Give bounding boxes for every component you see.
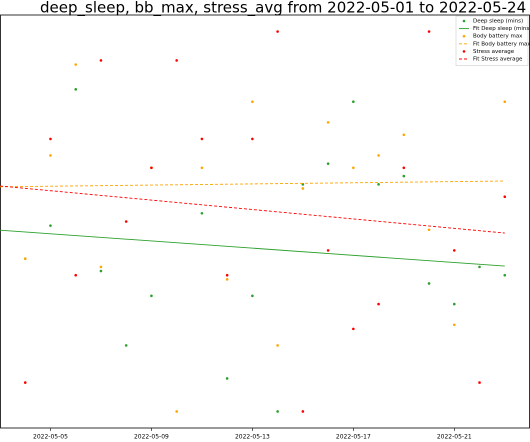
legend-label: Fit Deep sleep (mins) <box>473 26 530 32</box>
legend-marker <box>462 19 466 23</box>
point <box>301 187 305 190</box>
point <box>503 273 507 277</box>
point <box>352 100 355 104</box>
point <box>124 344 128 347</box>
legend-marker <box>462 50 466 53</box>
point <box>427 228 431 232</box>
fit-line <box>0 229 505 267</box>
legend-label: Deep sleep (mins) <box>473 19 523 25</box>
point <box>74 63 78 66</box>
point <box>352 327 355 331</box>
chart-title: deep_sleep, bb_max, stress_avg from 2022… <box>40 0 526 18</box>
point <box>276 30 279 33</box>
point <box>503 195 507 199</box>
point <box>301 410 305 413</box>
point <box>49 137 52 141</box>
legend-label: Fit Stress average <box>473 57 523 63</box>
point <box>427 282 431 285</box>
fit-line <box>0 185 505 234</box>
point <box>452 249 456 252</box>
point <box>225 273 229 277</box>
point <box>276 410 279 413</box>
point <box>326 121 330 124</box>
point <box>377 302 380 306</box>
point <box>99 59 103 62</box>
point <box>452 323 456 327</box>
point <box>452 302 456 306</box>
point <box>150 294 153 298</box>
x-tick-label: 2022-05-21 <box>437 434 472 441</box>
point <box>99 265 103 269</box>
point <box>74 273 78 277</box>
point <box>251 137 254 141</box>
point <box>326 162 330 165</box>
point <box>23 381 27 384</box>
point <box>503 100 507 104</box>
legend-label: Fit Body battery max <box>473 41 530 47</box>
point <box>23 257 27 260</box>
point <box>478 381 481 384</box>
point <box>377 183 380 186</box>
point <box>150 166 153 170</box>
point <box>200 166 204 170</box>
point <box>402 133 406 137</box>
point <box>377 154 380 157</box>
x-tick-label: 2022-05-09 <box>134 434 169 441</box>
point <box>200 137 204 141</box>
point <box>49 154 52 157</box>
x-tick-label: 2022-05-17 <box>336 434 371 441</box>
point <box>478 265 481 269</box>
x-tick-label: 2022-05-13 <box>235 434 270 441</box>
point <box>251 294 254 298</box>
point <box>175 410 178 413</box>
point <box>225 377 229 380</box>
legend-label: Body battery max <box>473 34 523 40</box>
point <box>352 166 355 170</box>
point <box>200 211 204 215</box>
point <box>74 88 78 91</box>
point <box>276 344 279 347</box>
point <box>49 224 52 227</box>
point <box>251 100 254 104</box>
fit-line <box>0 180 505 188</box>
point <box>99 269 103 273</box>
legend-label: Stress average <box>473 49 515 55</box>
legend-marker <box>462 34 466 38</box>
x-tick-label: 2022-05-05 <box>33 434 68 441</box>
point <box>326 249 330 252</box>
point <box>402 174 406 178</box>
legend-box <box>455 15 529 66</box>
point <box>225 278 229 281</box>
point <box>175 59 178 62</box>
point <box>427 30 431 33</box>
point <box>124 220 128 223</box>
point <box>402 166 406 170</box>
plot-frame <box>0 14 530 429</box>
